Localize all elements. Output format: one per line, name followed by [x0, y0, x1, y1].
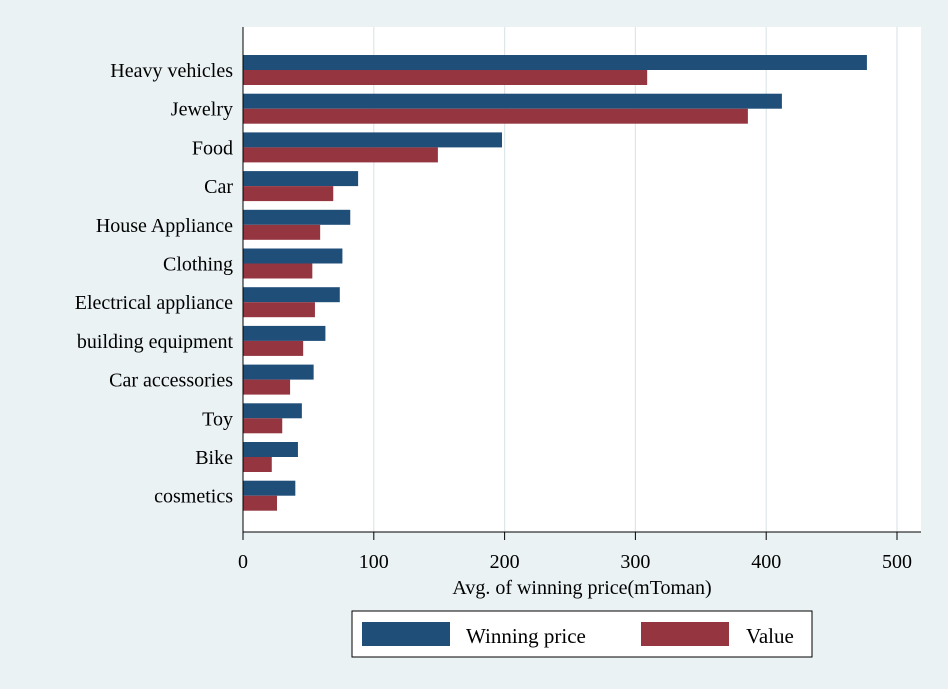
category-label: Heavy vehicles — [110, 60, 233, 82]
bar-value — [243, 147, 438, 163]
bar-winning-price — [243, 442, 298, 457]
bar-winning-price — [243, 132, 502, 148]
legend-label-winning-price: Winning price — [466, 624, 586, 648]
x-tick-label: 200 — [490, 551, 520, 573]
bar-winning-price — [243, 403, 302, 419]
bar-value — [243, 224, 321, 240]
bars — [243, 55, 867, 511]
bar-winning-price — [243, 480, 296, 496]
bar-value — [243, 495, 278, 511]
category-label: Electrical appliance — [75, 292, 233, 314]
bar-value — [243, 340, 304, 356]
legend: Winning price Value — [351, 610, 813, 658]
bar-winning-price — [243, 55, 867, 70]
legend-label-value: Value — [746, 624, 794, 648]
legend-swatch-winning-price — [362, 622, 450, 646]
bar-winning-price — [243, 287, 340, 303]
x-tick-label: 300 — [620, 551, 650, 573]
x-axis-ticks: 0 100 200 300 400 500 — [238, 532, 912, 573]
category-label: Toy — [202, 408, 233, 430]
x-tick-label: 100 — [359, 551, 389, 573]
x-tick-label: 500 — [882, 551, 912, 573]
category-label: Car — [204, 176, 233, 198]
bar-value — [243, 379, 291, 395]
category-label: Car accessories — [109, 370, 233, 392]
x-tick-label: 0 — [238, 551, 248, 573]
bar-value — [243, 457, 272, 472]
bar-winning-price — [243, 364, 314, 380]
category-label: Bike — [195, 447, 233, 469]
bar-winning-price — [243, 171, 359, 187]
category-labels: Heavy vehicles Jewelry Food Car House Applia… — [75, 60, 234, 508]
bar-winning-price — [243, 93, 782, 109]
category-label: Jewelry — [171, 99, 233, 121]
bar-winning-price — [243, 325, 326, 341]
bar-value — [243, 418, 283, 434]
bar-value — [243, 186, 334, 202]
category-label: House Appliance — [96, 215, 233, 237]
bar-winning-price — [243, 209, 351, 225]
bar-value — [243, 263, 313, 279]
category-label: Clothing — [163, 254, 233, 276]
legend-swatch-value — [641, 622, 729, 646]
bar-value — [243, 302, 315, 318]
category-label: building equipment — [77, 331, 234, 353]
x-tick-label: 400 — [751, 551, 781, 573]
bar-value — [243, 108, 748, 124]
bar-value — [243, 70, 648, 85]
x-axis-title: Avg. of winning price(mToman) — [452, 577, 711, 599]
category-label: cosmetics — [154, 486, 233, 508]
category-label: Food — [192, 137, 233, 159]
bar-winning-price — [243, 248, 343, 264]
